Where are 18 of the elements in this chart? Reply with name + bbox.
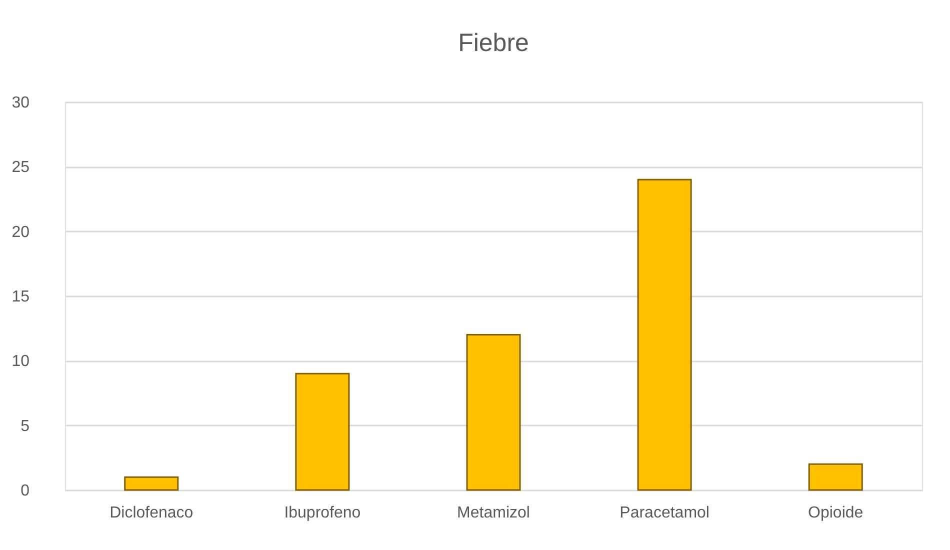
y-tick-label: 0 bbox=[20, 482, 30, 500]
bar bbox=[295, 372, 350, 491]
bar bbox=[808, 463, 863, 491]
y-tick-label: 10 bbox=[12, 353, 30, 370]
bar bbox=[124, 476, 179, 491]
y-tick-label: 15 bbox=[12, 288, 30, 306]
x-tick-label: Diclofenaco bbox=[110, 504, 194, 522]
x-tick-label: Paracetamol bbox=[620, 504, 710, 522]
x-tick-label: Opioide bbox=[808, 504, 864, 522]
bar bbox=[466, 334, 521, 491]
x-tick-label: Ibuprofeno bbox=[284, 504, 361, 522]
chart-title: Fiebre bbox=[458, 29, 529, 57]
y-tick-label: 25 bbox=[12, 159, 30, 176]
bar bbox=[637, 178, 692, 491]
x-tick-label: Metamizol bbox=[457, 504, 530, 522]
y-tick-label: 20 bbox=[12, 224, 30, 241]
y-tick-label: 30 bbox=[12, 94, 30, 112]
y-tick-label: 5 bbox=[20, 418, 30, 435]
